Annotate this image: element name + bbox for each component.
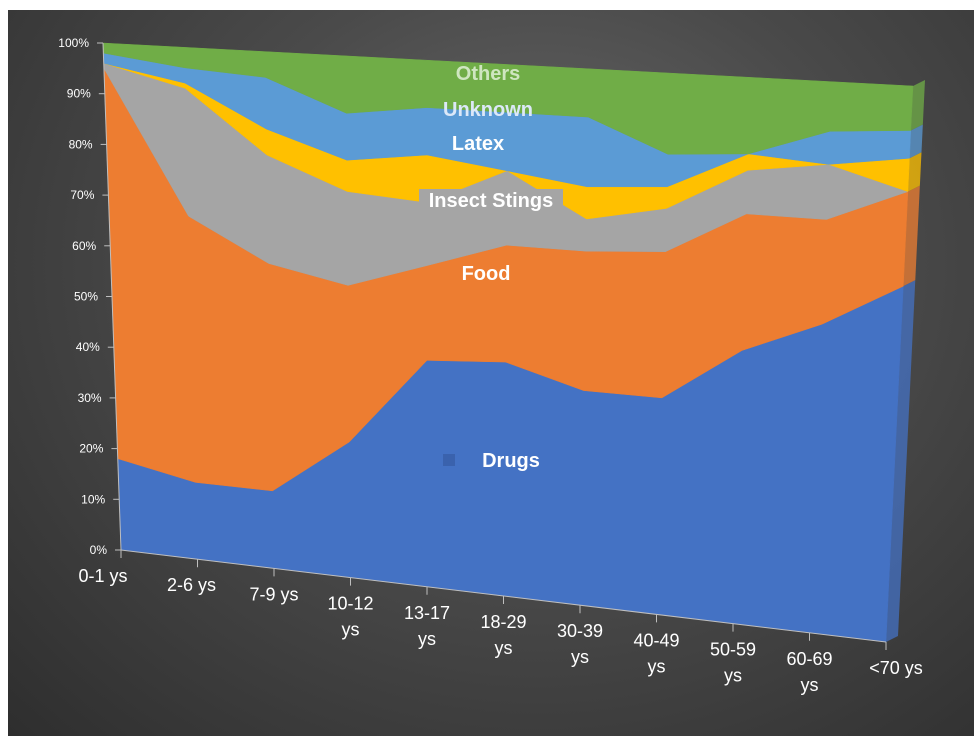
x-tick-label-line: ys — [801, 675, 819, 695]
x-tick-label-line: 50-59 — [710, 640, 756, 660]
series-labels: Drugs Food Insect Stings Latex Unknown Others — [419, 63, 563, 472]
series-label-unknown: Unknown — [443, 99, 533, 121]
series-label-drugs: Drugs — [482, 450, 540, 472]
y-tick-label: 70% — [70, 188, 94, 202]
area-others — [102, 42, 914, 155]
y-tick-label: 10% — [81, 492, 105, 506]
x-tick-label: 60-69 ys — [786, 649, 832, 695]
chart-areas — [102, 42, 914, 643]
side-face-food — [903, 185, 920, 287]
y-tick-label: 20% — [79, 442, 103, 456]
chart-frame: 0% 10% 20% 30% 40% 50% 60% 70% 80% 90% 100% 0-1 ys… — [8, 10, 974, 736]
y-tick-label: 0% — [90, 543, 108, 557]
x-tick-label-line: ys — [418, 629, 436, 649]
x-tick-label: 7-9 ys — [249, 584, 298, 604]
insect-stings-label-bg — [419, 189, 563, 215]
series-label-insect-stings: Insect Stings — [429, 190, 553, 212]
stacked-area-chart: 0% 10% 20% 30% 40% 50% 60% 70% 80% 90% 100% 0-1 ys… — [58, 36, 925, 695]
x-tick-label: 40-49 ys — [633, 630, 679, 676]
x-tick-label-line: 13-17 — [404, 603, 450, 623]
x-tick-label: 50-59 ys — [710, 640, 756, 686]
x-tick-label: 13-17 ys — [404, 603, 450, 649]
x-tick-label-line: 2-6 ys — [167, 575, 216, 595]
y-axis-labels: 0% 10% 20% 30% 40% 50% 60% 70% 80% 90% 100% — [58, 36, 107, 557]
y-tick-label: 60% — [72, 239, 96, 253]
chart-side-faces — [886, 80, 925, 642]
drugs-legend-swatch — [443, 454, 455, 466]
x-tick-label-line: 60-69 — [786, 649, 832, 669]
x-tick-label-line: 18-29 — [480, 612, 526, 632]
x-tick-label-line: 30-39 — [557, 621, 603, 641]
x-tick-label: 18-29 ys — [480, 612, 526, 658]
side-face-latex — [907, 152, 922, 192]
x-tick-label-line: ys — [495, 638, 513, 658]
x-tick-label-line: 0-1 ys — [78, 566, 127, 586]
y-tick-label: 100% — [58, 36, 89, 50]
x-tick-label-line: <70 ys — [869, 658, 923, 678]
x-tick-label-line: 7-9 ys — [249, 584, 298, 604]
y-tick-label: 40% — [76, 340, 100, 354]
side-face-drugs — [886, 280, 916, 642]
x-tick-label-line: ys — [571, 647, 589, 667]
x-tick-label: <70 ys — [869, 658, 923, 678]
y-tick-label: 50% — [74, 290, 98, 304]
side-face-others — [910, 80, 925, 131]
series-label-latex: Latex — [452, 133, 504, 155]
y-tick-label: 90% — [67, 87, 91, 101]
x-tick-label: 10-12 ys — [327, 594, 373, 640]
x-tick-label-line: ys — [342, 620, 360, 640]
x-tick-label-line: 40-49 — [633, 630, 679, 650]
series-label-food: Food — [462, 263, 511, 285]
series-label-others: Others — [456, 63, 520, 85]
chart-axes — [97, 42, 887, 650]
x-tick-label: 0-1 ys — [78, 566, 127, 586]
x-tick-label-line: ys — [648, 656, 666, 676]
x-tick-label: 30-39 ys — [557, 621, 603, 667]
x-tick-label-line: 10-12 — [327, 594, 373, 614]
x-tick-label: 2-6 ys — [167, 575, 216, 595]
side-face-unknown — [909, 124, 923, 159]
y-tick-label: 80% — [69, 137, 93, 151]
x-tick-label-line: ys — [724, 666, 742, 686]
y-tick-label: 30% — [78, 391, 102, 405]
